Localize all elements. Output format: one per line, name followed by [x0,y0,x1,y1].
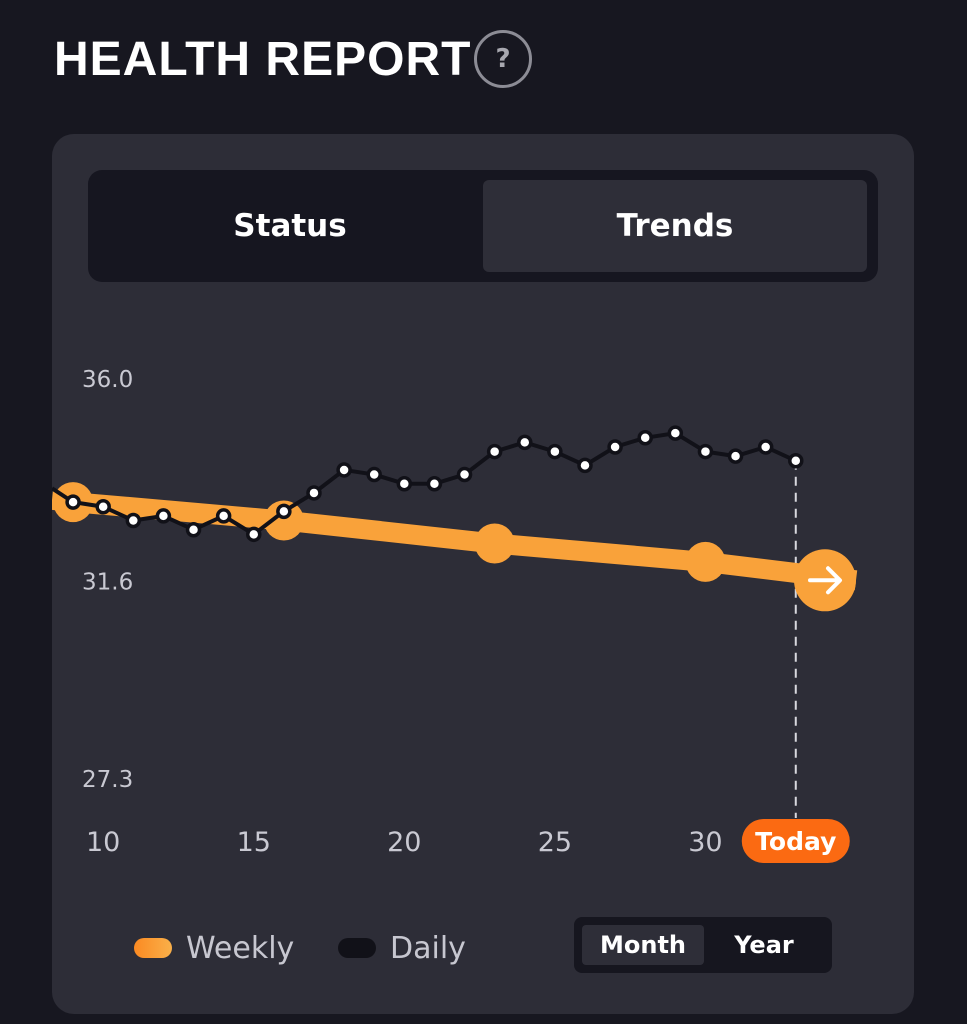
daily-point [155,508,172,524]
weekly-point [263,500,304,541]
today-badge [741,819,850,863]
page-title: HEALTH REPORT [54,33,472,86]
daily-point [486,443,503,460]
daily-point [246,526,262,543]
legend-weekly-label: Weekly [186,930,295,966]
daily-point [215,508,232,524]
range-toggle: Month Year [574,917,832,973]
legend-daily: Daily [338,926,466,970]
weekly-line [52,489,858,591]
daily-point [336,462,352,478]
weekly-point [474,523,515,564]
daily-point [517,434,533,451]
x-tick-label: 20 [387,827,421,858]
daily-point [426,475,443,492]
daily-point [547,443,563,460]
x-tick-label-today: Today [755,827,836,856]
range-month-button[interactable]: Month [582,925,704,965]
daily-point [607,439,623,455]
daily-point [727,448,744,464]
weekly-series [52,482,858,591]
daily-point [276,503,292,520]
y-tick-label: 31.6 [82,569,133,595]
x-tick-label: 15 [237,827,271,858]
daily-point [125,512,142,529]
y-tick-label: 36.0 [82,367,133,393]
daily-point [396,475,413,492]
x-tick-label: 25 [538,827,572,858]
range-year-button[interactable]: Year [734,931,794,959]
daily-point [65,494,81,510]
help-icon[interactable]: ? [474,30,532,88]
daily-point [697,443,714,460]
weekly-end-marker [794,549,856,612]
daily-series [52,425,804,543]
legend-weekly: Weekly [134,926,294,970]
daily-point [366,466,382,483]
daily-swatch [338,938,376,958]
view-segmented-control: Status Trends [88,170,878,282]
tab-status[interactable]: Status [233,208,347,244]
daily-point [637,430,653,446]
daily-point [788,453,804,469]
daily-point [456,466,473,483]
weekly-swatch [134,938,172,958]
legend-daily-label: Daily [390,930,466,966]
tab-trends[interactable]: Trends [483,180,867,272]
x-tick-label: 10 [86,827,120,858]
weekly-point [685,541,726,582]
daily-point [757,439,774,455]
daily-point [306,485,322,501]
daily-point [95,498,111,515]
daily-point [577,457,593,474]
x-tick-label: 30 [688,827,722,858]
y-tick-label: 27.3 [82,767,133,793]
arrow-right-icon [808,566,842,595]
daily-point [667,425,684,441]
daily-point [185,521,202,538]
